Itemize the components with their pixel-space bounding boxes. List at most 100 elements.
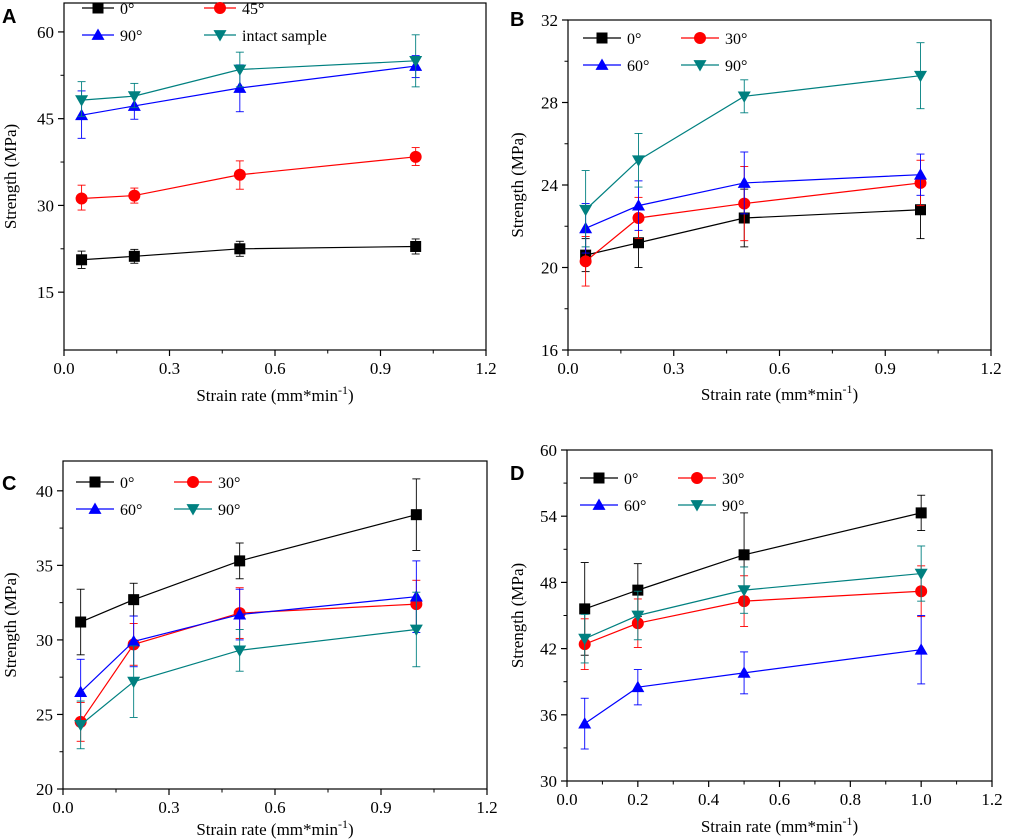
series-line <box>584 572 922 640</box>
x-axis-label: Strain rate (mm*min-1) <box>196 817 353 839</box>
series-line <box>80 514 417 623</box>
series-line <box>81 245 416 261</box>
y-tick-label: 20 <box>541 259 558 278</box>
legend-label: 45° <box>242 1 264 18</box>
y-axis-label: Strength (MPa) <box>508 132 527 237</box>
series-triangle-down <box>578 545 928 664</box>
legend-marker <box>690 500 704 512</box>
y-tick-label: 30 <box>37 196 54 215</box>
y-tick-label: 54 <box>540 507 558 526</box>
series-circle <box>75 147 422 211</box>
data-point <box>737 176 751 188</box>
chart-panel-a: A 0.0 0.3 0.6 0.9 1.2 15 30 45 60 Strength (MPa) St… <box>1 1 497 405</box>
y-tick-label: 45 <box>37 110 54 129</box>
data-point <box>579 204 593 217</box>
series-line <box>584 512 922 610</box>
data-point <box>76 254 88 266</box>
legend-marker <box>596 32 608 44</box>
x-tick-label: 0.9 <box>875 359 896 378</box>
legend-label: 0° <box>627 31 641 48</box>
series-line <box>585 209 921 256</box>
x-tick-label: 0.0 <box>53 359 74 378</box>
series-triangle-up <box>578 615 928 750</box>
y-tick-label: 20 <box>36 780 53 799</box>
x-tick-label: 0.0 <box>52 798 73 817</box>
legend: 0° 30° 60° 90° <box>76 475 240 519</box>
data-point <box>409 624 423 636</box>
legend-marker <box>213 30 227 42</box>
legend-marker <box>89 476 101 488</box>
y-tick-label: 42 <box>540 640 557 659</box>
legend-label: 90° <box>218 502 240 519</box>
legend-label: 90° <box>725 58 747 75</box>
panel-letter: C <box>2 473 16 495</box>
data-point <box>632 155 645 167</box>
legend-marker <box>91 28 105 40</box>
data-point <box>409 55 423 68</box>
x-axis-label: Strain rate (mm*min-1) <box>196 383 353 405</box>
y-tick-label: 30 <box>36 631 53 650</box>
x-axis-label: Strain rate (mm*min-1) <box>701 382 858 404</box>
data-point <box>233 64 247 77</box>
x-axis-label-close: ) <box>852 385 858 404</box>
legend-marker <box>593 472 605 484</box>
series-line <box>81 156 416 200</box>
legend-item: 0° <box>76 475 134 492</box>
x-axis-label-text: Strain rate (mm*min <box>701 385 843 404</box>
x-axis-label-close: ) <box>348 386 354 405</box>
y-tick-label: 40 <box>36 482 53 501</box>
data-point <box>74 720 88 732</box>
legend-label: 60° <box>624 498 646 515</box>
data-point <box>631 610 645 622</box>
legend-label: 90° <box>120 28 142 45</box>
data-point <box>737 91 751 103</box>
legend-marker <box>693 60 707 72</box>
series-line <box>81 65 416 116</box>
data-point <box>233 168 246 181</box>
legend-item: 30° <box>678 471 744 488</box>
x-tick-label: 1.2 <box>981 790 1002 809</box>
chart-panel-b: B 0.0 0.3 0.6 0.9 1.2 16 20 24 28 32 Strength (MPa)… <box>508 9 1002 404</box>
series-line <box>80 596 417 693</box>
data-point <box>75 192 88 205</box>
legend-label: 30° <box>218 475 240 492</box>
legend-item: 0° <box>82 1 134 18</box>
data-point <box>914 643 928 655</box>
y-axis-label: Strength (MPa) <box>508 563 527 668</box>
legend: 0° 45° 90° intact sample <box>82 1 327 45</box>
data-point <box>127 634 141 647</box>
series-line <box>585 174 921 229</box>
legend-label: 30° <box>722 471 744 488</box>
legend-item: 0° <box>580 471 638 488</box>
x-tick-label: 0.6 <box>264 798 285 817</box>
data-point <box>410 509 422 521</box>
series-triangle-down <box>74 591 423 750</box>
y-tick-label: 60 <box>37 23 54 42</box>
legend-label: 0° <box>120 475 134 492</box>
series-square <box>75 478 422 656</box>
legend-label: 60° <box>120 502 142 519</box>
data-point <box>233 608 247 620</box>
x-tick-label: 0.3 <box>159 359 180 378</box>
y-tick-label: 16 <box>541 341 558 360</box>
data-point <box>632 584 644 596</box>
data-point <box>578 717 592 729</box>
chart-panel-d: D 0.0 0.2 0.4 0.6 0.8 1.0 1.2 30 36 42 48 54 60 Streng… <box>508 441 1003 836</box>
panel-letter: A <box>2 6 16 28</box>
x-tick-label: 0.6 <box>769 790 790 809</box>
y-tick-label: 30 <box>540 772 557 791</box>
legend-item: 90° <box>678 498 744 515</box>
legend-marker <box>92 2 104 14</box>
legend-marker <box>187 476 199 488</box>
data-point <box>578 633 592 646</box>
series-line <box>80 603 417 723</box>
legend-label: 0° <box>120 1 134 18</box>
data-point <box>737 666 751 678</box>
data-point <box>233 645 247 657</box>
series-triangle-up <box>74 560 423 726</box>
data-point <box>75 95 89 107</box>
plot-frame <box>63 2 487 351</box>
series-line <box>80 628 417 726</box>
data-point <box>915 507 927 519</box>
